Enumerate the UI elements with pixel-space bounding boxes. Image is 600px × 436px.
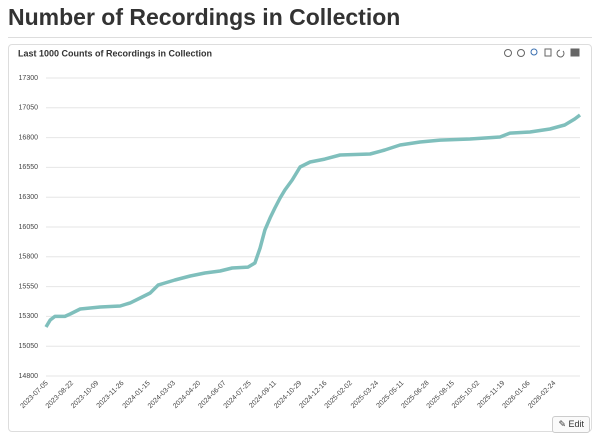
y-tick-label: 14800 xyxy=(19,373,39,380)
page-title: Number of Recordings in Collection xyxy=(8,4,401,30)
y-tick-label: 17050 xyxy=(19,105,39,112)
y-tick-label: 15550 xyxy=(19,283,39,290)
x-tick-label: 2026-02-24 xyxy=(527,380,557,410)
y-tick-label: 16050 xyxy=(19,224,39,231)
y-tick-label: 15050 xyxy=(19,343,39,350)
zoom-in[interactable] xyxy=(504,49,512,57)
zoom-out[interactable] xyxy=(517,49,525,57)
edit-label[interactable]: Edit xyxy=(568,419,584,429)
y-tick-label: 15800 xyxy=(19,254,39,261)
snapshot[interactable] xyxy=(570,48,580,57)
y-tick-label: 16300 xyxy=(19,194,39,201)
edit-button[interactable]: ✎ Edit xyxy=(552,416,590,433)
y-tick-label: 15300 xyxy=(19,313,39,320)
y-tick-label: 17300 xyxy=(19,75,39,82)
chart-card xyxy=(8,44,592,432)
reset[interactable] xyxy=(556,49,565,58)
y-tick-label: 16550 xyxy=(19,164,39,171)
divider xyxy=(8,37,592,38)
zoom[interactable] xyxy=(530,48,538,56)
y-tick-label: 16800 xyxy=(19,134,39,141)
pan[interactable] xyxy=(544,48,552,57)
series-line xyxy=(44,113,582,328)
toolbar[interactable] xyxy=(504,48,580,58)
chart-title: Last 1000 Counts of Recordings in Collec… xyxy=(18,48,212,58)
